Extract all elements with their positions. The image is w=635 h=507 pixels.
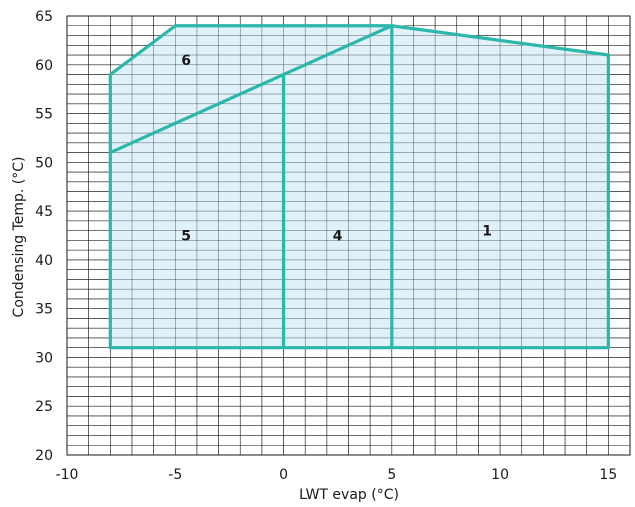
x-tick-label: -10 bbox=[56, 467, 79, 483]
y-tick-label: 35 bbox=[35, 302, 53, 318]
x-tick-label: 10 bbox=[491, 467, 509, 483]
area-layer bbox=[66, 15, 631, 456]
region-label: 6 bbox=[181, 53, 191, 69]
y-tick-label: 50 bbox=[35, 155, 53, 171]
y-tick-label: 65 bbox=[35, 9, 53, 25]
y-tick-label: 20 bbox=[35, 448, 53, 464]
y-tick-label: 40 bbox=[35, 253, 53, 269]
region-label: 5 bbox=[181, 229, 191, 245]
region-label: 1 bbox=[482, 224, 492, 240]
envelope-fill bbox=[110, 25, 609, 348]
x-tick-label: 0 bbox=[279, 467, 288, 483]
y-tick-label: 60 bbox=[35, 58, 53, 74]
y-tick-label: 55 bbox=[35, 107, 53, 123]
region-label: 4 bbox=[333, 229, 343, 245]
x-tick-label: -5 bbox=[168, 467, 182, 483]
y-tick-label: 45 bbox=[35, 204, 53, 220]
y-tick-label: 25 bbox=[35, 399, 53, 415]
y-tick-label: 30 bbox=[35, 350, 53, 366]
y-axis-title: Condensing Temp. (°C) bbox=[11, 157, 27, 318]
x-tick-label: 5 bbox=[387, 467, 396, 483]
x-tick-label: 15 bbox=[599, 467, 617, 483]
region-boundary bbox=[108, 24, 394, 155]
label-layer: 1 4 5 6 bbox=[181, 53, 492, 245]
x-axis-title: LWT evap (°C) bbox=[299, 487, 399, 503]
